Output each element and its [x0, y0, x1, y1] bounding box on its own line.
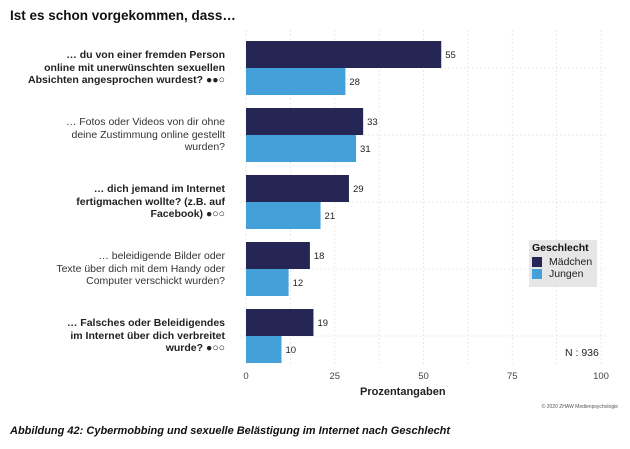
- value-label: 18: [314, 251, 325, 262]
- legend-swatch: [532, 269, 542, 279]
- category-label-line: fertigmachen wollte? (z.B. auf: [76, 195, 225, 208]
- legend: Geschlecht Mädchen Jungen: [529, 240, 597, 287]
- bar-jungen: [246, 135, 357, 162]
- bar-jungen: [246, 202, 321, 229]
- bar-jungen: [246, 269, 289, 296]
- legend-label: Jungen: [549, 268, 584, 280]
- category-label-line: … beleidigende Bilder oder: [98, 250, 225, 262]
- value-label: 31: [360, 144, 371, 155]
- category-label-line: im Internet über dich verbreitet: [70, 329, 225, 342]
- value-label: 33: [367, 117, 378, 128]
- category-label: … beleidigende Bilder oder Texte über dic…: [0, 250, 225, 288]
- value-labels: 55 33 29 18 19 28 31 21 12 10: [286, 50, 456, 356]
- category-label-line: online mit unerwünschten sexuellen: [44, 61, 225, 74]
- figure-caption: Abbildung 42: Cybermobbing und sexuelle …: [10, 425, 451, 437]
- x-tick-label: 100: [593, 371, 609, 382]
- value-label: 10: [286, 345, 297, 356]
- legend-title: Geschlecht: [532, 242, 589, 254]
- bar-maedchen: [246, 175, 349, 202]
- bar-jungen: [246, 336, 282, 363]
- bar-maedchen: [246, 309, 314, 336]
- bar-maedchen: [246, 242, 310, 269]
- x-axis-label: Prozentangaben: [360, 386, 446, 398]
- x-tick-label: 50: [418, 371, 429, 382]
- bar-maedchen: [246, 108, 364, 135]
- category-label-line: Facebook) ●○○: [150, 208, 225, 220]
- category-label-line: Computer verschickt wurden?: [86, 275, 225, 287]
- value-label: 19: [317, 318, 328, 329]
- value-label: 55: [445, 50, 456, 61]
- x-tick-label: 75: [507, 371, 518, 382]
- category-label-line: … dich jemand im Internet: [93, 183, 225, 195]
- category-label: … du von einer fremden Person online mit …: [0, 49, 225, 87]
- value-label: 12: [293, 278, 304, 289]
- bar-jungen: [246, 68, 346, 95]
- x-tick-labels: 0 25 50 75 100: [243, 371, 609, 382]
- x-tick-label: 0: [243, 371, 248, 382]
- legend-swatch: [532, 257, 542, 267]
- category-label-line: … Fotos oder Videos von dir ohne: [65, 116, 225, 128]
- category-label-line: wurde? ●○○: [165, 342, 225, 354]
- value-label: 28: [349, 77, 360, 88]
- category-label-line: Absichten angesprochen wurdest? ●●○: [28, 74, 225, 86]
- value-label: 29: [353, 184, 364, 195]
- legend-label: Mädchen: [549, 256, 593, 268]
- category-label-line: deine Zustimmung online gestellt: [71, 128, 225, 141]
- bars: [246, 41, 442, 363]
- sample-size-annotation: N : 936: [565, 347, 599, 359]
- value-label: 21: [325, 211, 336, 222]
- x-tick-label: 25: [329, 371, 340, 382]
- category-label: … Fotos oder Videos von dir ohne deine Zu…: [0, 116, 225, 154]
- category-label-line: wurden?: [184, 141, 225, 153]
- category-label-line: Texte über dich mit dem Handy oder: [56, 262, 225, 275]
- chart-title: Ist es schon vorgekommen, dass…: [10, 8, 236, 23]
- bar-maedchen: [246, 41, 442, 68]
- category-label-line: … du von einer fremden Person: [66, 49, 225, 61]
- copyright-note: © 2020 ZHAW Medienpsychologie: [541, 404, 618, 410]
- category-label: … dich jemand im Internet fertigmachen wo…: [0, 183, 225, 221]
- category-label: … Falsches oder Beleidigendes im Internet…: [0, 317, 225, 355]
- category-label-line: … Falsches oder Beleidigendes: [66, 317, 225, 329]
